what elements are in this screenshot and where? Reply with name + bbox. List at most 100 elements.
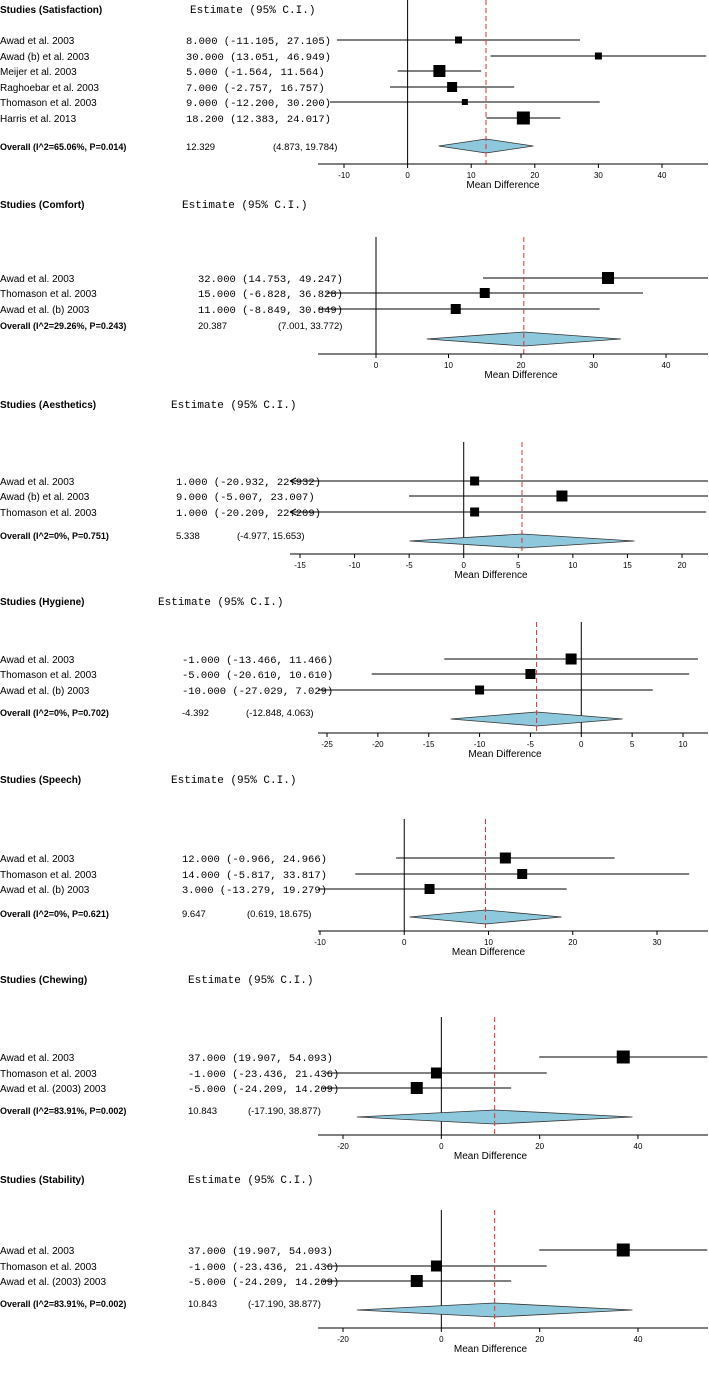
estimate-box (517, 869, 528, 879)
estimate-header: Estimate (95% C.I.) (188, 975, 313, 987)
overall-ci: (-4.977, 15.653) (237, 531, 305, 542)
study-estimate-text: 7.000 (-2.757, 16.757) (186, 83, 325, 95)
study-label: Awad et al. 2003 (0, 655, 75, 666)
study-estimate-text: 5.000 (-1.564, 11.564) (186, 67, 325, 79)
overall-estimate: 9.647 (182, 909, 206, 920)
x-tick-label: 10 (467, 171, 476, 180)
x-tick-label: 20 (568, 938, 577, 947)
estimate-box (430, 1260, 442, 1272)
study-estimate-text: 9.000 (-12.200, 30.200) (186, 98, 331, 110)
overall-label: Overall (I^2=0%, P=0.751) (0, 531, 109, 541)
ci-arrow-left (289, 508, 297, 516)
study-estimate-text: -5.000 (-24.209, 14.209) (188, 1277, 339, 1289)
x-tick-label: 30 (594, 171, 603, 180)
x-axis-label: Mean Difference (466, 180, 540, 191)
overall-label: Overall (I^2=0%, P=0.621) (0, 909, 109, 919)
estimate-box (616, 1243, 630, 1257)
x-tick-label: 5 (516, 561, 521, 570)
x-tick-label: -10 (349, 561, 361, 570)
estimate-box (430, 1067, 442, 1079)
overall-diamond (426, 331, 621, 347)
overall-estimate: 10.843 (188, 1299, 217, 1310)
estimate-box (616, 1050, 630, 1064)
panel-title: Studies (Comfort) (0, 200, 84, 211)
x-tick-label: -25 (321, 740, 333, 749)
x-tick-label: 20 (517, 361, 526, 370)
study-label: Awad et al. (b) 2003 (0, 686, 90, 697)
x-tick-label: -10 (314, 938, 326, 947)
study-estimate-text: 32.000 (14.753, 49.247) (198, 274, 343, 286)
overall-estimate: 5.338 (176, 531, 200, 542)
x-axis-label: Mean Difference (454, 570, 528, 581)
estimate-box (499, 852, 511, 864)
x-tick-label: 0 (461, 561, 466, 570)
x-tick-label: 5 (630, 740, 635, 749)
study-label: Awad et al. (2003) 2003 (0, 1084, 106, 1095)
study-label: Thomason et al. 2003 (0, 1069, 97, 1080)
estimate-box (470, 507, 480, 517)
study-estimate-text: 9.000 (-5.007, 23.007) (176, 492, 315, 504)
estimate-box (461, 99, 468, 105)
study-label: Awad et al. 2003 (0, 274, 75, 285)
x-tick-label: -20 (337, 1142, 349, 1151)
study-label: Meijer et al. 2003 (0, 67, 77, 78)
x-tick-label: -5 (406, 561, 414, 570)
study-label: Awad et al. 2003 (0, 1053, 75, 1064)
x-axis-label: Mean Difference (484, 370, 558, 381)
x-tick-label: -20 (337, 1335, 349, 1344)
estimate-box (450, 304, 461, 314)
study-estimate-text: -5.000 (-20.610, 10.610) (182, 670, 333, 682)
study-label: Awad et al. (2003) 2003 (0, 1277, 106, 1288)
x-tick-label: -15 (423, 740, 435, 749)
x-tick-label: -10 (474, 740, 486, 749)
panel-title: Studies (Hygiene) (0, 597, 84, 608)
overall-label: Overall (I^2=83.91%, P=0.002) (0, 1299, 126, 1309)
x-tick-label: 0 (374, 361, 379, 370)
estimate-box (602, 272, 614, 284)
x-tick-label: 0 (439, 1335, 444, 1344)
estimate-box (525, 669, 536, 679)
estimate-box (410, 1082, 423, 1094)
panel-title: Studies (Satisfaction) (0, 5, 102, 16)
estimate-box (447, 82, 458, 92)
study-estimate-text: 37.000 (19.907, 54.093) (188, 1053, 333, 1065)
study-label: Harris et al. 2013 (0, 114, 77, 125)
overall-ci: (4.873, 19.784) (273, 142, 337, 153)
estimate-header: Estimate (95% C.I.) (188, 1175, 313, 1187)
overall-label: Overall (I^2=0%, P=0.702) (0, 708, 109, 718)
estimate-box (475, 685, 485, 695)
overall-estimate: -4.392 (182, 708, 209, 719)
overall-estimate: 20.387 (198, 321, 227, 332)
x-tick-label: -20 (372, 740, 384, 749)
x-tick-label: 20 (678, 561, 687, 570)
study-estimate-text: -1.000 (-23.436, 21.436) (188, 1069, 339, 1081)
study-estimate-text: 37.000 (19.907, 54.093) (188, 1246, 333, 1258)
x-tick-label: 30 (653, 938, 662, 947)
panel-title: Studies (Stability) (0, 1175, 84, 1186)
study-estimate-text: 1.000 (-20.209, 22.209) (176, 508, 321, 520)
study-label: Awad et al. 2003 (0, 36, 75, 47)
study-label: Thomason et al. 2003 (0, 289, 97, 300)
estimate-box (479, 288, 490, 298)
study-label: Awad et al. 2003 (0, 477, 75, 488)
x-tick-label: -5 (527, 740, 535, 749)
x-tick-label: 10 (679, 740, 688, 749)
study-estimate-text: -10.000 (-27.029, 7.029) (182, 686, 333, 698)
study-label: Thomason et al. 2003 (0, 98, 97, 109)
overall-label: Overall (I^2=65.06%, P=0.014) (0, 142, 126, 152)
estimate-box (556, 490, 568, 502)
ci-arrow-left (289, 477, 297, 485)
study-label: Thomason et al. 2003 (0, 508, 97, 519)
study-estimate-text: 8.000 (-11.105, 27.105) (186, 36, 331, 48)
estimate-box (565, 653, 577, 665)
estimate-header: Estimate (95% C.I.) (190, 5, 315, 17)
study-label: Awad et al. (b) 2003 (0, 305, 90, 316)
study-estimate-text: -1.000 (-13.466, 11.466) (182, 655, 333, 667)
x-tick-label: 0 (579, 740, 584, 749)
study-estimate-text: 14.000 (-5.817, 33.817) (182, 870, 327, 882)
overall-ci: (7.001, 33.772) (278, 321, 342, 332)
panel-title: Studies (Aesthetics) (0, 400, 96, 411)
overall-estimate: 10.843 (188, 1106, 217, 1117)
x-tick-label: 0 (439, 1142, 444, 1151)
